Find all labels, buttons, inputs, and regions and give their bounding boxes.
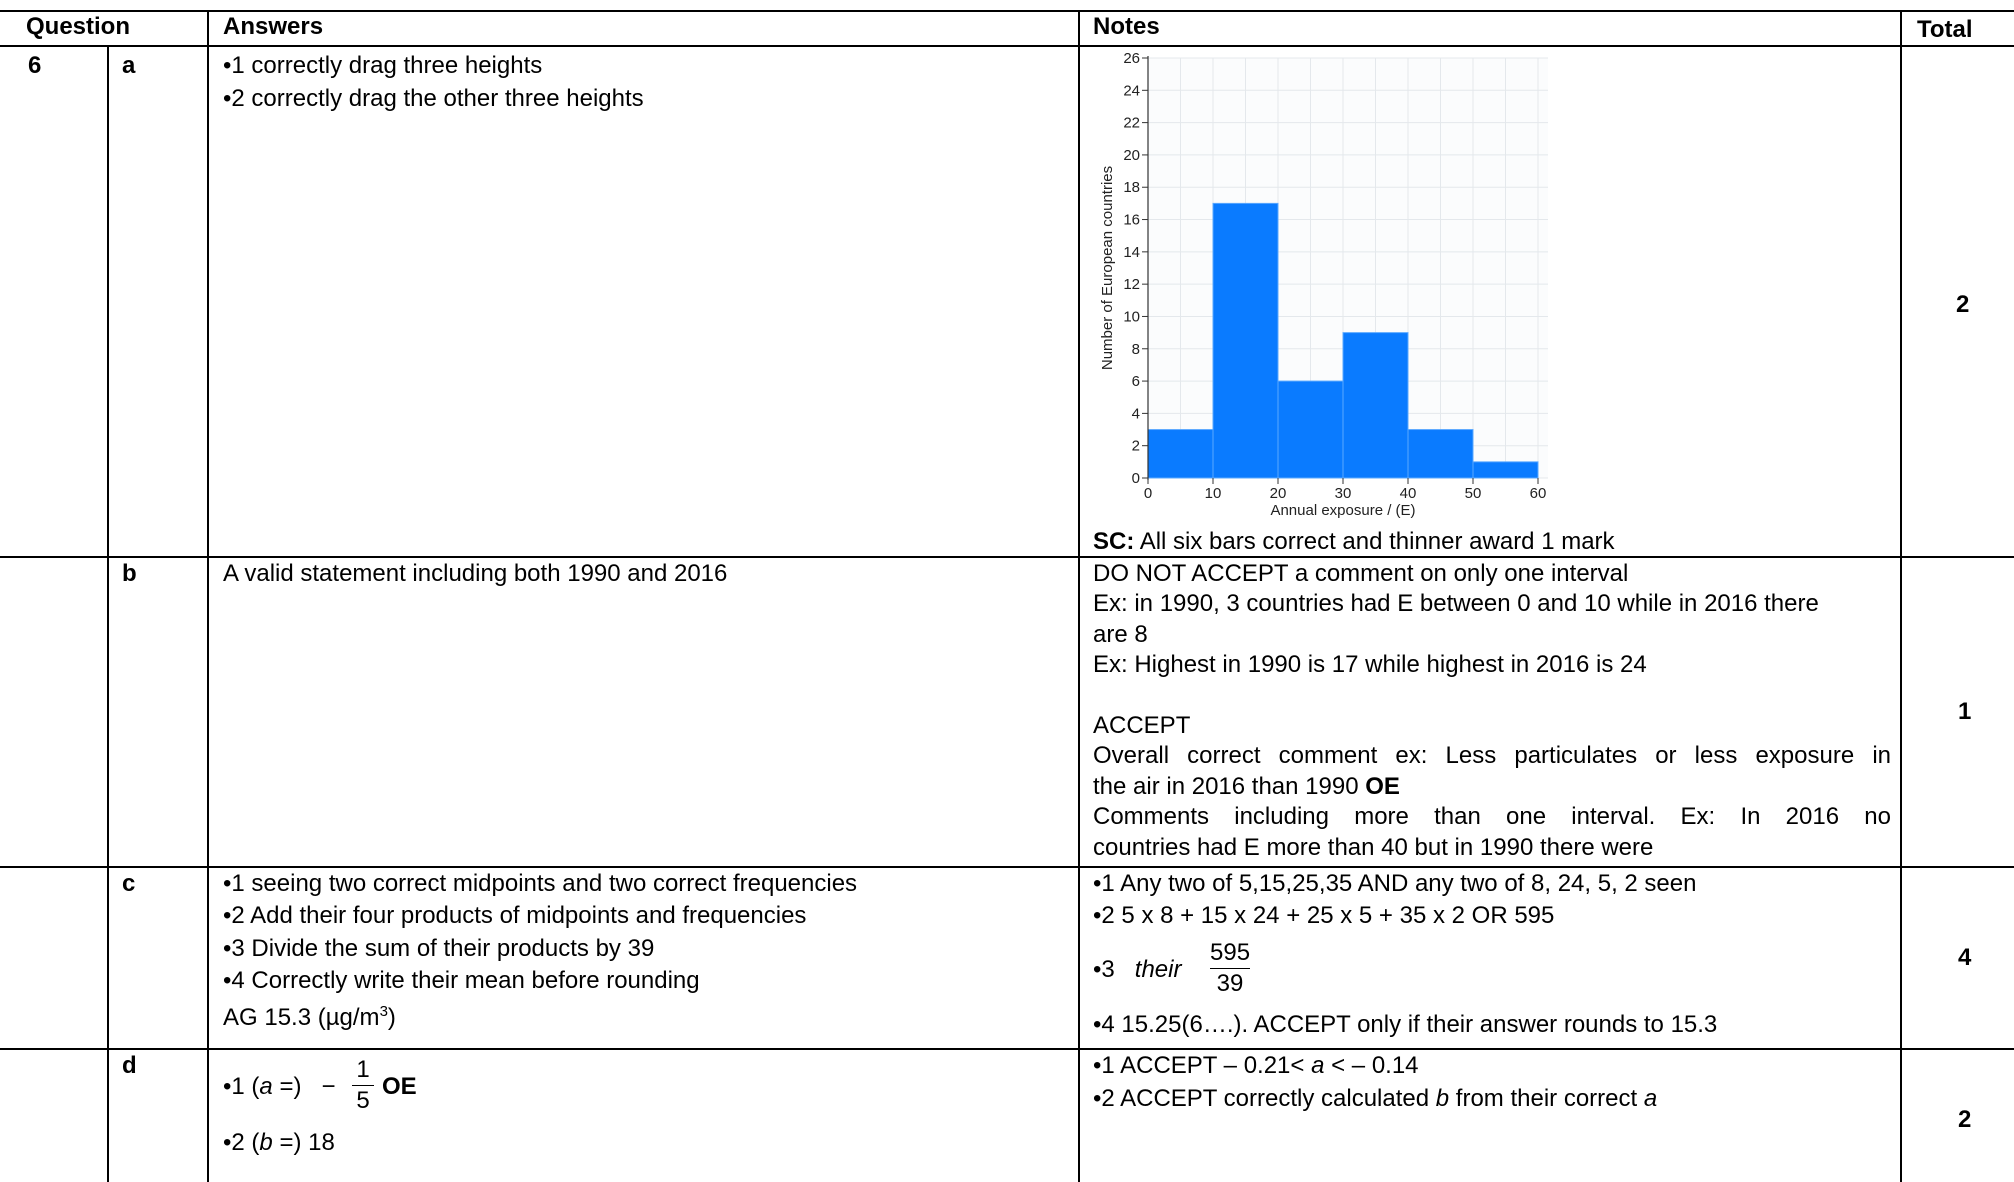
y-tick-label: 8 <box>1132 341 1140 358</box>
y-tick-label: 20 <box>1123 147 1140 164</box>
y-tick-label: 14 <box>1123 244 1140 261</box>
note-c-point-4: 4 15.25(6….). ACCEPT only if their answe… <box>1093 1010 1717 1040</box>
part-label-a: a <box>122 52 136 79</box>
histogram-bar <box>1147 429 1214 479</box>
header-answers: Answers <box>223 13 324 40</box>
row-divider-bc <box>0 866 2014 868</box>
part-label-b: b <box>122 560 137 587</box>
row-divider-cd <box>0 1048 2014 1050</box>
answer-d-fraction: 1 5 <box>352 1055 374 1116</box>
note-c-fraction: 595 39 <box>1210 939 1251 997</box>
total-c: 4 <box>1958 944 1972 971</box>
question-number: 6 <box>28 52 42 79</box>
note-b-line-4: Ex: Highest in 1990 is 17 while highest … <box>1093 651 1647 678</box>
answer-a-point-2: 2 correctly drag the other three heights <box>223 84 643 114</box>
table-border-top <box>0 10 2014 12</box>
answer-d-point-2: 2 (b =) 18 <box>223 1128 334 1158</box>
x-tick-label: 30 <box>1335 485 1352 502</box>
answer-c-point-1: 1 seeing two correct midpoints and two c… <box>223 869 857 899</box>
note-b-line-6: Overall correct comment ex: Less particu… <box>1093 742 1891 769</box>
note-c-point-3: 3 their <box>1093 955 1181 985</box>
y-tick-label: 12 <box>1123 276 1140 293</box>
x-tick-label: 40 <box>1400 485 1417 502</box>
note-b-line-7: the air in 2016 than 1990 OE <box>1093 773 1400 800</box>
total-b: 1 <box>1958 698 1972 725</box>
note-b-line-8: Comments including more than one interva… <box>1093 803 1891 830</box>
note-d-point-1: 1 ACCEPT – 0.21< a < – 0.14 <box>1093 1051 1418 1081</box>
answer-c-ag: AG 15.3 (µg/m3) <box>223 1003 396 1031</box>
column-divider-notes <box>1078 10 1080 1182</box>
header-total: Total <box>1917 16 1973 43</box>
column-divider-total <box>1900 10 1902 1182</box>
chart-x-axis-label: Annual exposure / (E) <box>1270 502 1415 519</box>
chart-bars <box>1147 202 1539 479</box>
column-divider-answers <box>207 10 209 1182</box>
y-tick-label: 26 <box>1123 50 1140 67</box>
column-divider-part <box>107 47 109 1182</box>
x-tick-label: 20 <box>1270 485 1287 502</box>
answer-c-point-4: 4 Correctly write their mean before roun… <box>223 966 699 996</box>
part-label-c: c <box>122 870 136 897</box>
header-divider <box>0 45 2014 47</box>
header-question: Question <box>26 13 131 40</box>
y-tick-label: 6 <box>1132 373 1140 390</box>
histogram-bar <box>1212 202 1279 479</box>
answer-a-point-1: 1 correctly drag three heights <box>223 51 542 81</box>
note-d-point-2: 2 ACCEPT correctly calculated b from the… <box>1093 1084 1657 1114</box>
total-d: 2 <box>1958 1106 1972 1133</box>
special-case-note: SC: All six bars correct and thinner awa… <box>1093 528 1615 555</box>
note-b-line-1: DO NOT ACCEPT a comment on only one inte… <box>1093 560 1629 587</box>
note-c-point-2: 2 5 x 8 + 15 x 24 + 25 x 5 + 35 x 2 OR 5… <box>1093 901 1554 931</box>
y-tick-label: 2 <box>1132 438 1140 455</box>
histogram-bar <box>1407 429 1474 479</box>
note-b-line-9: countries had E more than 40 but in 1990… <box>1093 834 1654 861</box>
x-tick-label: 60 <box>1530 485 1547 502</box>
note-c-point-1: 1 Any two of 5,15,25,35 AND any two of 8… <box>1093 869 1696 899</box>
header-notes: Notes <box>1093 13 1160 40</box>
x-tick-label: 50 <box>1465 485 1482 502</box>
histogram-bar <box>1472 461 1539 479</box>
note-b-line-2: Ex: in 1990, 3 countries had E between 0… <box>1093 590 1819 617</box>
part-label-d: d <box>122 1052 137 1079</box>
y-tick-label: 22 <box>1123 115 1140 132</box>
note-b-line-3: are 8 <box>1093 621 1148 648</box>
answer-b: A valid statement including both 1990 an… <box>223 560 728 587</box>
y-tick-label: 4 <box>1132 405 1140 422</box>
answer-c-point-3: 3 Divide the sum of their products by 39 <box>223 934 654 964</box>
note-b-line-5: ACCEPT <box>1093 712 1191 739</box>
answer-d-oe: OE <box>382 1073 417 1100</box>
x-tick-label: 10 <box>1205 485 1222 502</box>
x-tick-label: 0 <box>1144 485 1152 502</box>
chart-axes <box>1142 56 1539 484</box>
total-a: 2 <box>1956 291 1970 318</box>
chart-y-axis-label: Number of European countries <box>1099 166 1116 370</box>
answer-d-point-1: 1 (a =) − <box>223 1072 335 1102</box>
histogram-bar <box>1277 380 1344 479</box>
y-tick-label: 24 <box>1123 82 1140 99</box>
row-divider-ab <box>0 556 2014 558</box>
y-tick-label: 16 <box>1123 212 1140 229</box>
y-tick-label: 0 <box>1132 470 1140 487</box>
y-tick-label: 10 <box>1123 308 1140 325</box>
y-tick-label: 18 <box>1123 179 1140 196</box>
histogram-bar <box>1342 332 1409 479</box>
chart-x-tick-labels: 0 10 20 30 40 50 60 <box>1144 485 1547 502</box>
answer-c-point-2: 2 Add their four products of midpoints a… <box>223 901 806 931</box>
